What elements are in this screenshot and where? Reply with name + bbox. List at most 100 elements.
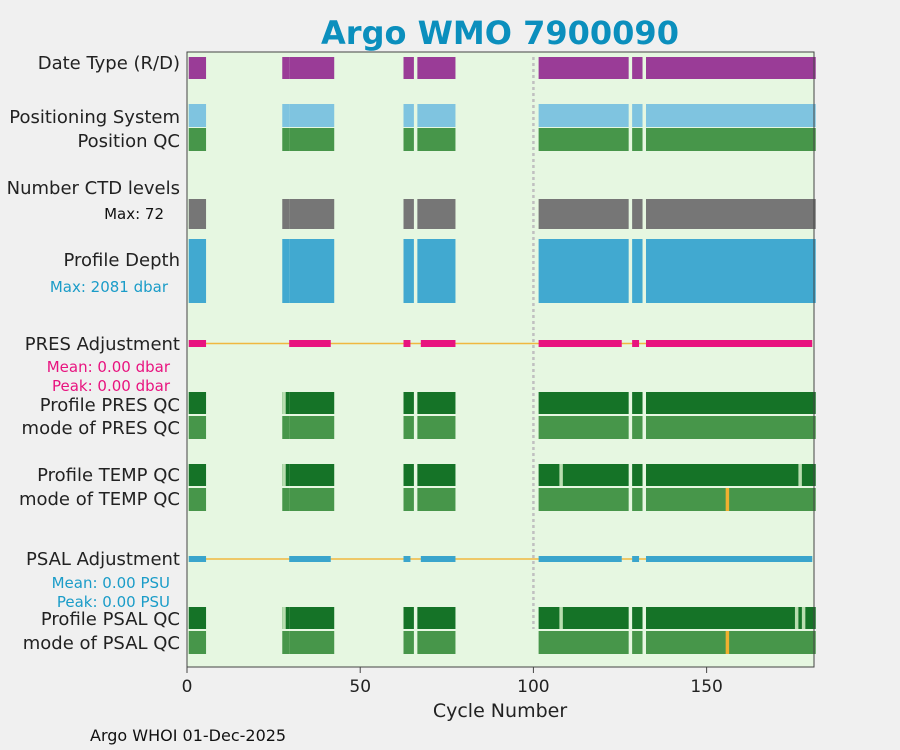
label-pres-adjustment: PRES Adjustment xyxy=(25,334,180,355)
psal-adjustment-bar xyxy=(403,556,411,562)
x-tick-label: 0 xyxy=(182,677,193,697)
x-tick-label: 50 xyxy=(349,677,371,697)
label-position-qc: Position QC xyxy=(77,131,180,152)
positioning-system-bar xyxy=(632,104,643,127)
psal-adjustment-bar xyxy=(538,556,622,562)
label-pres-mean: Mean: 0.00 dbar xyxy=(47,358,171,376)
psal-profile-qc-bar xyxy=(417,607,456,629)
pres-profile-qc-bar xyxy=(417,392,456,414)
pres-mode-qc-bar xyxy=(538,416,629,439)
date-type-bar xyxy=(282,57,290,79)
pres-profile-qc-bar xyxy=(289,392,335,414)
label-mode-psal-qc: mode of PSAL QC xyxy=(23,633,180,654)
date-type-bar xyxy=(289,57,335,79)
positioning-system-bar xyxy=(282,104,290,127)
ctd-levels-bar xyxy=(417,199,456,229)
psal-mode-qc-bar xyxy=(417,631,456,654)
profile-depth-bar xyxy=(282,239,290,303)
pres-adjustment-bar xyxy=(403,340,411,347)
temp-profile-qc-flag xyxy=(282,464,286,486)
ctd-levels-bar xyxy=(289,199,335,229)
x-tick-label: 100 xyxy=(517,677,549,697)
psal-profile-qc-flag xyxy=(559,607,563,629)
pres-mode-qc-bar xyxy=(417,416,456,439)
ctd-levels-bar xyxy=(645,199,816,229)
position-qc-bar xyxy=(645,128,816,151)
temp-profile-qc-flag xyxy=(798,464,802,486)
temp-profile-qc-bar xyxy=(417,464,456,486)
profile-depth-bar xyxy=(188,239,207,303)
label-profile-psal-qc: Profile PSAL QC xyxy=(41,609,180,630)
pres-adjustment-bar xyxy=(188,340,207,347)
pres-mode-qc-bar xyxy=(632,416,643,439)
temp-mode-qc-bar xyxy=(417,488,456,511)
psal-adjustment-bar xyxy=(420,556,456,562)
psal-profile-qc-bar xyxy=(632,607,643,629)
label-psal-mean: Mean: 0.00 PSU xyxy=(52,574,170,592)
psal-mode-qc-bar xyxy=(403,631,414,654)
pres-profile-qc-bar xyxy=(188,392,207,414)
temp-profile-qc-bar xyxy=(403,464,414,486)
label-profile-depth: Profile Depth xyxy=(63,250,180,271)
plot-frame xyxy=(186,51,815,668)
ctd-levels-bar xyxy=(538,199,629,229)
position-qc-bar xyxy=(188,128,207,151)
label-psal-peak: Peak: 0.00 PSU xyxy=(57,593,170,611)
ctd-levels-bar xyxy=(188,199,207,229)
position-qc-bar xyxy=(289,128,335,151)
temp-mode-qc-flag xyxy=(725,488,730,511)
position-qc-bar xyxy=(632,128,643,151)
positioning-system-bar xyxy=(645,104,816,127)
pres-mode-qc-bar xyxy=(289,416,335,439)
pres-profile-qc-flag xyxy=(282,392,286,414)
temp-profile-qc-bar xyxy=(538,464,629,486)
date-type-bar xyxy=(538,57,629,79)
psal-mode-qc-bar xyxy=(282,631,290,654)
psal-adjustment-bar xyxy=(289,556,331,562)
psal-profile-qc-bar xyxy=(403,607,414,629)
profile-depth-bar xyxy=(632,239,643,303)
temp-profile-qc-bar xyxy=(188,464,207,486)
psal-profile-qc-flag xyxy=(801,607,806,629)
profile-depth-bar xyxy=(417,239,456,303)
temp-profile-qc-bar xyxy=(289,464,335,486)
temp-mode-qc-bar xyxy=(403,488,414,511)
psal-mode-qc-flag xyxy=(725,631,730,654)
label-ctd-max: Max: 72 xyxy=(104,205,164,223)
positioning-system-bar xyxy=(538,104,629,127)
plot-area xyxy=(187,52,814,667)
positioning-system-bar xyxy=(403,104,414,127)
temp-mode-qc-bar xyxy=(289,488,335,511)
positioning-system-bar xyxy=(289,104,335,127)
positioning-system-bar xyxy=(188,104,207,127)
position-qc-bar xyxy=(403,128,414,151)
x-tick-label: 150 xyxy=(690,677,722,697)
ctd-levels-bar xyxy=(632,199,643,229)
date-type-bar xyxy=(417,57,456,79)
pres-adjustment-bar xyxy=(538,340,622,347)
psal-mode-qc-bar xyxy=(632,631,643,654)
position-qc-bar xyxy=(538,128,629,151)
pres-adjustment-bar xyxy=(632,340,640,347)
temp-mode-qc-bar xyxy=(188,488,207,511)
pres-adjustment-bar xyxy=(645,340,813,347)
temp-profile-qc-bar xyxy=(645,464,816,486)
date-type-bar xyxy=(403,57,414,79)
label-mode-temp-qc: mode of TEMP QC xyxy=(19,489,180,510)
label-mode-pres-qc: mode of PRES QC xyxy=(22,418,180,439)
x-axis-label: Cycle Number xyxy=(433,700,567,722)
pres-profile-qc-bar xyxy=(645,392,816,414)
position-qc-bar xyxy=(282,128,290,151)
ctd-levels-bar xyxy=(403,199,414,229)
label-profile-temp-qc: Profile TEMP QC xyxy=(37,465,180,486)
footer-credit: Argo WHOI 01-Dec-2025 xyxy=(90,726,286,745)
pres-mode-qc-bar xyxy=(403,416,414,439)
date-type-bar xyxy=(645,57,816,79)
label-depth-max: Max: 2081 dbar xyxy=(50,278,169,296)
psal-profile-qc-bar xyxy=(188,607,207,629)
psal-profile-qc-flag xyxy=(282,607,286,629)
ctd-levels-bar xyxy=(282,199,290,229)
profile-depth-bar xyxy=(538,239,629,303)
pres-mode-qc-bar xyxy=(188,416,207,439)
psal-adjustment-bar xyxy=(632,556,640,562)
